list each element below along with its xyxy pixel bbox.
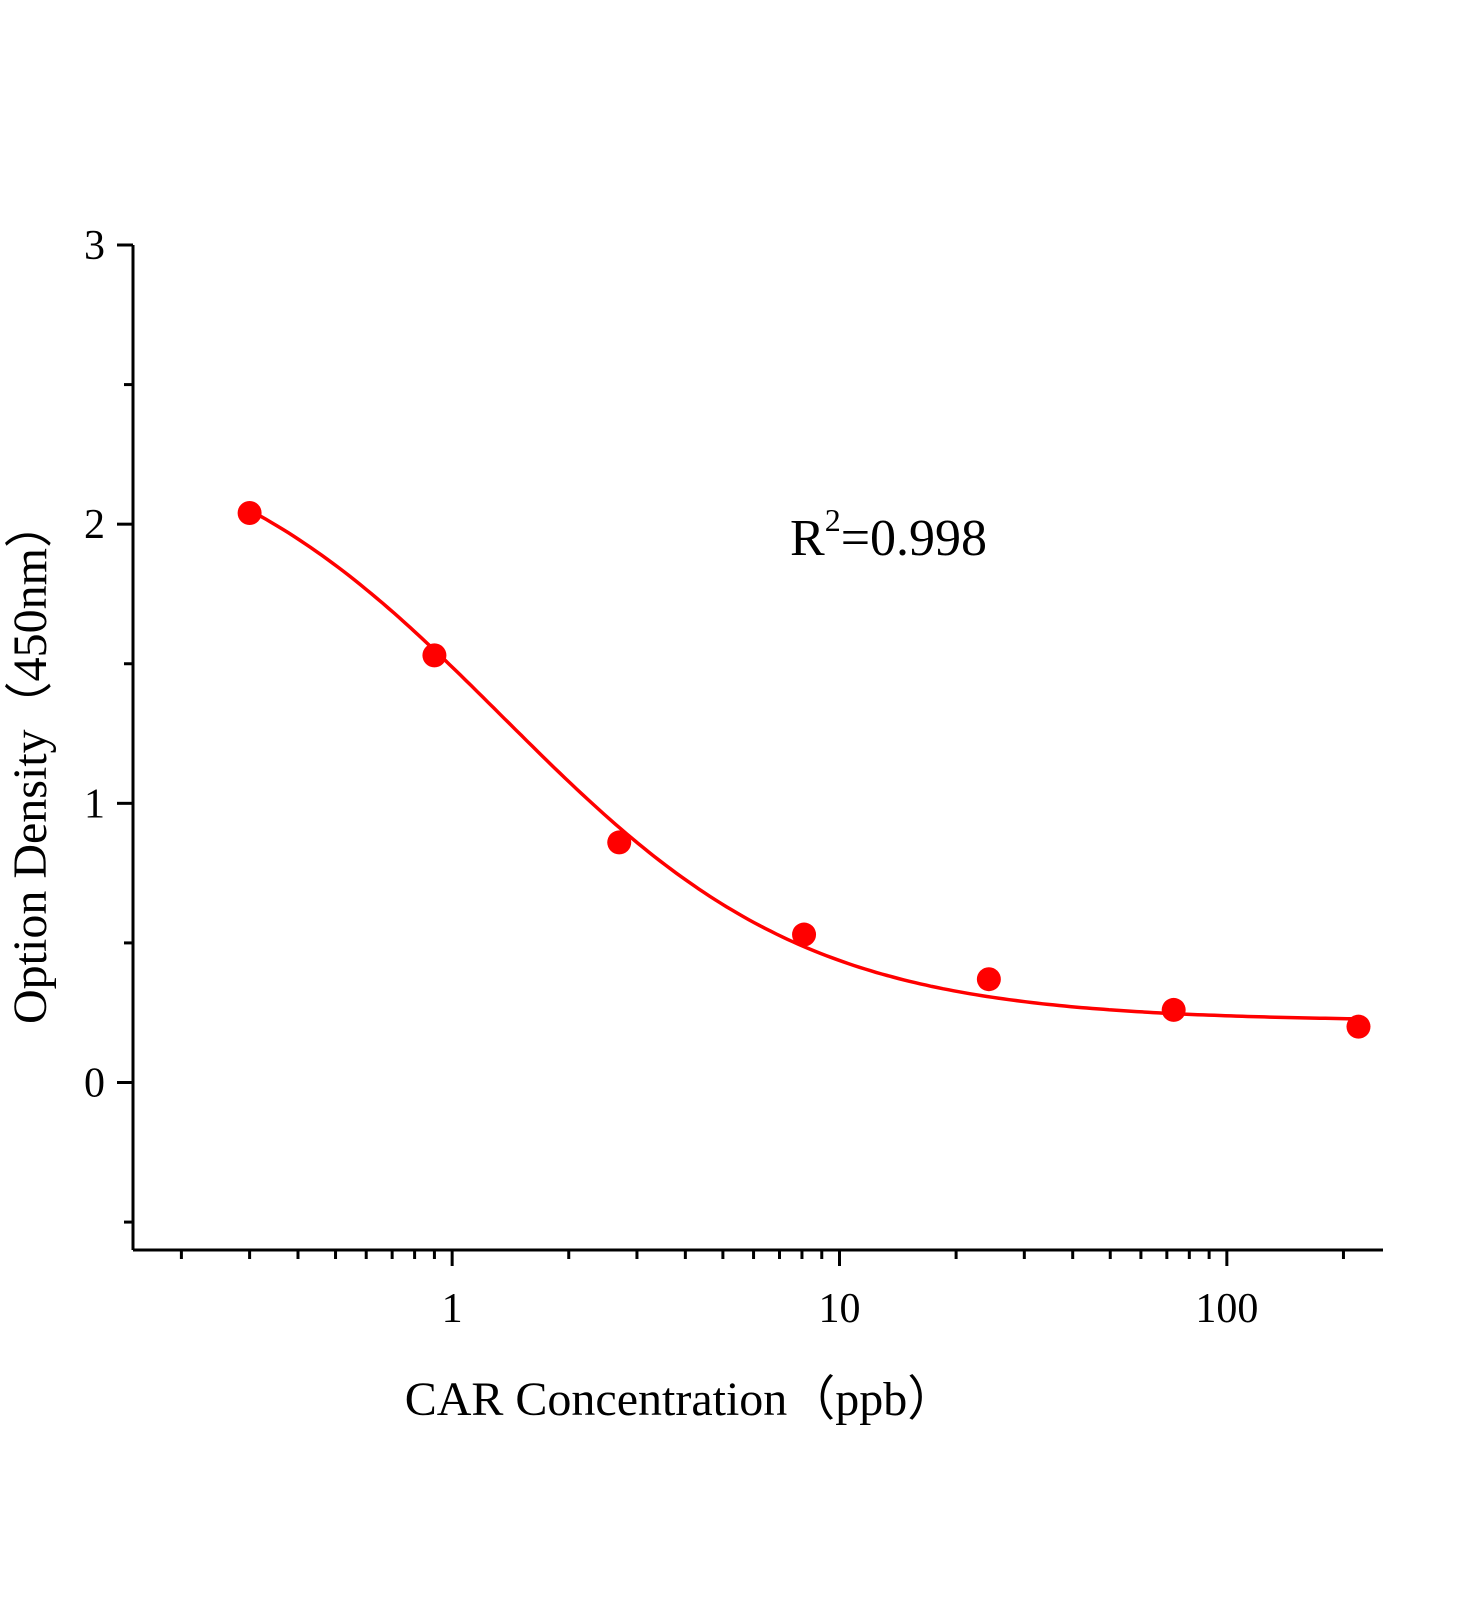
x-tick-label: 100: [1195, 1286, 1258, 1332]
data-point: [607, 830, 632, 855]
y-tick-label: 3: [84, 223, 105, 269]
y-axis-label: Option Density（450nm）: [4, 500, 57, 1024]
data-point: [1161, 997, 1186, 1022]
x-tick-label: 10: [818, 1286, 860, 1332]
data-point: [792, 922, 817, 947]
x-axis-label: CAR Concentration（ppb）: [405, 1373, 956, 1426]
y-tick-label: 0: [84, 1061, 105, 1107]
data-point: [1346, 1014, 1371, 1039]
y-tick-label: 1: [84, 781, 105, 827]
data-point: [976, 967, 1001, 992]
data-point: [237, 501, 262, 525]
data-point: [422, 643, 447, 668]
data-points: [237, 501, 1371, 1039]
x-tick-label: 1: [442, 1286, 463, 1332]
y-tick-label: 2: [84, 502, 105, 548]
axes: 0 1 2 3 1 10 100: [84, 223, 1383, 1332]
r-squared-annotation: R2=0.998: [790, 502, 987, 567]
